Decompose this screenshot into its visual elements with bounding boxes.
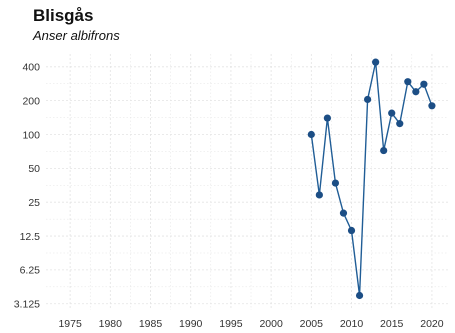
y-tick-label: 3.125 xyxy=(14,299,40,311)
data-point xyxy=(380,146,388,155)
x-tick-label: 2015 xyxy=(380,318,404,330)
y-tick-label: 12.5 xyxy=(20,231,41,243)
data-points xyxy=(307,58,436,300)
data-point xyxy=(428,102,436,110)
chart-subtitle: Anser albifrons xyxy=(33,28,120,43)
x-tick-labels: 1975 1980 1985 1990 1995 2000 2005 2010 2015 2020 xyxy=(58,318,443,330)
y-tick-label: 25 xyxy=(28,197,40,209)
x-tick-label: 1995 xyxy=(219,318,243,330)
data-point xyxy=(347,226,356,235)
data-point xyxy=(372,58,380,66)
x-tick-label: 2000 xyxy=(259,318,283,330)
chart-title: Blisgås xyxy=(33,6,94,25)
data-point xyxy=(420,80,428,88)
y-tick-label: 6.25 xyxy=(20,265,41,277)
x-tick-label: 2005 xyxy=(300,318,324,330)
x-tick-label: 1990 xyxy=(179,318,203,330)
data-point xyxy=(331,179,340,187)
data-point xyxy=(307,130,315,139)
y-tick-label: 400 xyxy=(22,62,40,74)
data-point xyxy=(396,120,404,128)
series-line xyxy=(310,61,433,297)
data-point xyxy=(355,291,364,300)
y-tick-labels: 3.125 6.25 12.5 25 50 100 200 400 xyxy=(14,62,40,311)
series-line-layer xyxy=(310,61,433,297)
data-point xyxy=(364,95,372,104)
data-point xyxy=(323,114,331,122)
x-tick-label: 1985 xyxy=(139,318,163,330)
y-tick-label: 200 xyxy=(22,95,40,107)
data-point xyxy=(339,209,348,217)
x-tick-label: 1980 xyxy=(99,318,123,330)
data-point xyxy=(412,88,420,96)
data-point xyxy=(404,78,412,86)
x-tick-label: 1975 xyxy=(58,318,82,330)
data-point xyxy=(388,109,396,117)
data-point xyxy=(315,191,323,199)
x-tick-label: 2020 xyxy=(420,318,444,330)
y-tick-label: 50 xyxy=(28,163,40,175)
x-tick-label: 2010 xyxy=(340,318,364,330)
grid-lines xyxy=(46,54,448,310)
y-tick-label: 100 xyxy=(22,129,40,141)
